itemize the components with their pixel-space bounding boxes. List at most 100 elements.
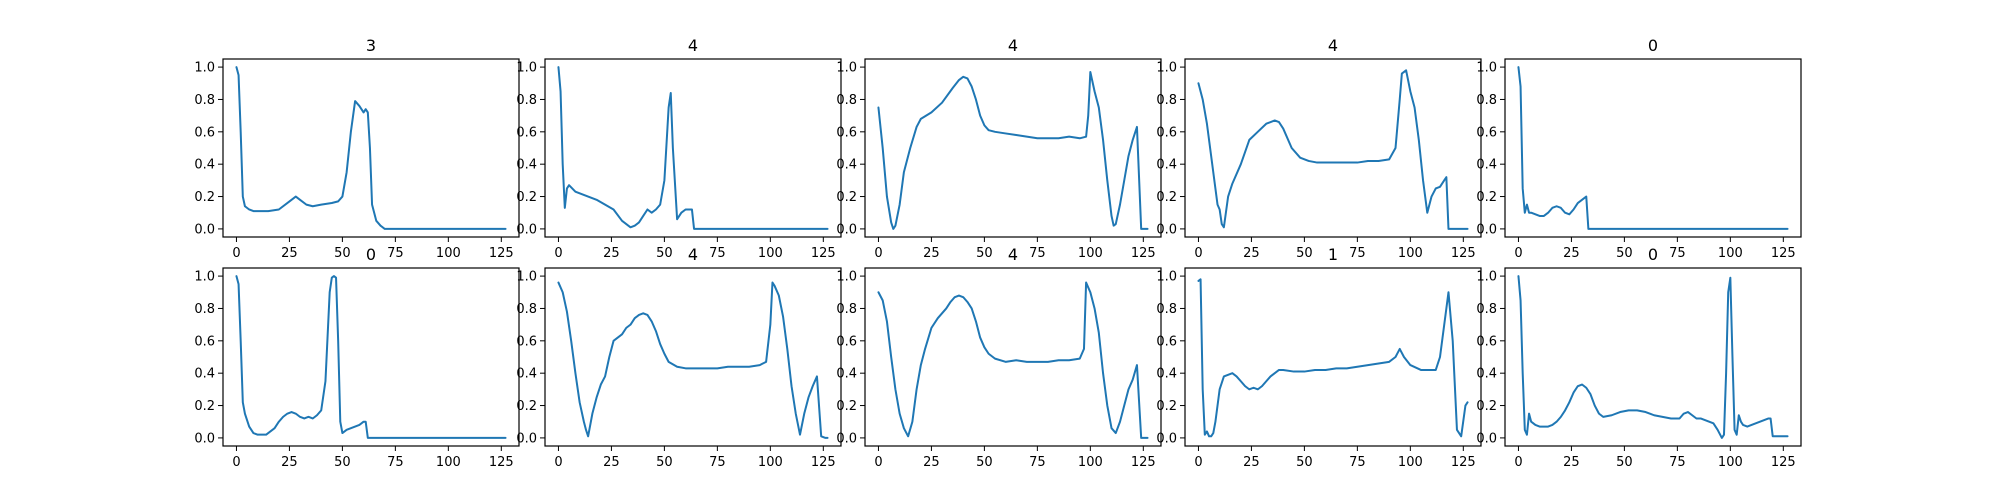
y-tick-label: 0.6 <box>516 334 537 349</box>
y-tick-label: 0.4 <box>1156 158 1177 173</box>
x-tick-label: 75 <box>1669 246 1686 261</box>
x-tick-label: 75 <box>1349 455 1366 470</box>
axes-frame <box>1184 58 1482 238</box>
subplot-title: 4 <box>1008 245 1018 264</box>
y-tick-label: 0.6 <box>1476 334 1497 349</box>
x-tick-label: 50 <box>1616 246 1633 261</box>
series-line <box>1197 69 1469 230</box>
y-tick-label: 0.4 <box>194 158 215 173</box>
x-tick-label: 50 <box>976 455 993 470</box>
y-tick-label: 0.6 <box>836 334 857 349</box>
x-tick-label: 75 <box>1029 246 1046 261</box>
series-line <box>557 66 829 230</box>
y-tick-label: 0.4 <box>836 158 857 173</box>
axes-frame <box>544 267 842 447</box>
x-tick-label: 0 <box>232 246 240 261</box>
x-tick-label: 50 <box>656 455 673 470</box>
y-tick-label: 0.0 <box>516 222 537 237</box>
y-tick-label: 0.8 <box>194 93 215 108</box>
y-tick-label: 0.4 <box>194 367 215 382</box>
y-tick-label: 0.0 <box>516 431 537 446</box>
x-tick-label: 75 <box>387 455 404 470</box>
y-tick-label: 0.4 <box>516 158 537 173</box>
y-tick-label: 1.0 <box>836 61 857 76</box>
x-tick-label: 100 <box>1718 246 1743 261</box>
y-tick-label: 0.8 <box>1476 93 1497 108</box>
subplot-1: 0 25 50 75 100 125 0.0 0.2 0.4 0.6 0.8 1.0 4 <box>516 36 842 261</box>
axes-frame <box>222 58 520 238</box>
x-tick-label: 0 <box>1194 455 1202 470</box>
y-tick-label: 0.4 <box>836 367 857 382</box>
series-line <box>1517 66 1789 230</box>
x-tick-label: 125 <box>811 246 836 261</box>
series-line <box>877 70 1149 230</box>
series-line <box>557 281 829 439</box>
x-tick-label: 125 <box>811 455 836 470</box>
y-tick-label: 0.6 <box>194 334 215 349</box>
axes-frame <box>222 267 520 447</box>
y-tick-label: 0.2 <box>836 399 857 414</box>
axes-frame <box>1504 267 1802 447</box>
y-tick-label: 0.2 <box>1476 399 1497 414</box>
x-tick-label: 75 <box>1029 455 1046 470</box>
y-tick-label: 0.8 <box>194 302 215 317</box>
y-tick-label: 0.2 <box>1156 190 1177 205</box>
y-tick-label: 1.0 <box>194 61 215 76</box>
subplot-title: 3 <box>366 36 376 55</box>
x-tick-label: 25 <box>923 455 940 470</box>
x-tick-label: 25 <box>603 455 620 470</box>
x-tick-label: 125 <box>1131 246 1156 261</box>
series-line <box>1517 275 1789 439</box>
x-tick-label: 50 <box>1296 455 1313 470</box>
x-tick-label: 25 <box>603 246 620 261</box>
y-tick-label: 0.4 <box>1476 367 1497 382</box>
subplot-title: 4 <box>688 245 698 264</box>
subplot-title: 4 <box>1008 36 1018 55</box>
x-tick-label: 75 <box>709 246 726 261</box>
y-tick-label: 1.0 <box>516 270 537 285</box>
x-tick-label: 75 <box>709 455 726 470</box>
x-tick-label: 50 <box>334 246 351 261</box>
x-tick-label: 0 <box>1514 455 1522 470</box>
y-tick-label: 0.0 <box>1156 431 1177 446</box>
y-tick-label: 0.0 <box>194 222 215 237</box>
y-tick-label: 1.0 <box>516 61 537 76</box>
series-line <box>235 275 507 439</box>
x-tick-label: 0 <box>554 455 562 470</box>
x-tick-label: 125 <box>1771 455 1796 470</box>
series-line <box>235 66 507 230</box>
subplot-title: 4 <box>688 36 698 55</box>
y-tick-label: 0.0 <box>1476 431 1497 446</box>
y-tick-label: 0.6 <box>1156 125 1177 140</box>
x-tick-label: 25 <box>1243 455 1260 470</box>
subplot-2: 0 25 50 75 100 125 0.0 0.2 0.4 0.6 0.8 1.0 4 <box>836 36 1162 261</box>
x-tick-label: 25 <box>281 246 298 261</box>
y-tick-label: 0.6 <box>1476 125 1497 140</box>
y-tick-label: 0.4 <box>516 367 537 382</box>
y-tick-label: 0.8 <box>516 93 537 108</box>
y-tick-label: 0.8 <box>1476 302 1497 317</box>
x-tick-label: 25 <box>1563 246 1580 261</box>
x-tick-label: 25 <box>1243 246 1260 261</box>
subplot-title: 0 <box>366 245 376 264</box>
x-tick-label: 75 <box>1349 246 1366 261</box>
x-tick-label: 50 <box>656 246 673 261</box>
axes-frame <box>864 58 1162 238</box>
y-tick-label: 0.8 <box>836 302 857 317</box>
x-tick-label: 75 <box>1669 455 1686 470</box>
y-tick-label: 1.0 <box>1156 270 1177 285</box>
x-tick-label: 100 <box>1078 455 1103 470</box>
x-tick-label: 25 <box>1563 455 1580 470</box>
y-tick-label: 1.0 <box>836 270 857 285</box>
x-tick-label: 0 <box>874 246 882 261</box>
y-tick-label: 0.8 <box>1156 93 1177 108</box>
subplot-title: 0 <box>1648 245 1658 264</box>
x-tick-label: 100 <box>758 455 783 470</box>
subplot-0: 0 25 50 75 100 125 0.0 0.2 0.4 0.6 0.8 1.0 3 <box>194 36 520 261</box>
y-tick-label: 0.6 <box>194 125 215 140</box>
x-tick-label: 75 <box>387 246 404 261</box>
subplot-title: 1 <box>1328 245 1338 264</box>
y-tick-label: 0.4 <box>1476 158 1497 173</box>
y-tick-label: 0.2 <box>1156 399 1177 414</box>
y-tick-label: 1.0 <box>1156 61 1177 76</box>
